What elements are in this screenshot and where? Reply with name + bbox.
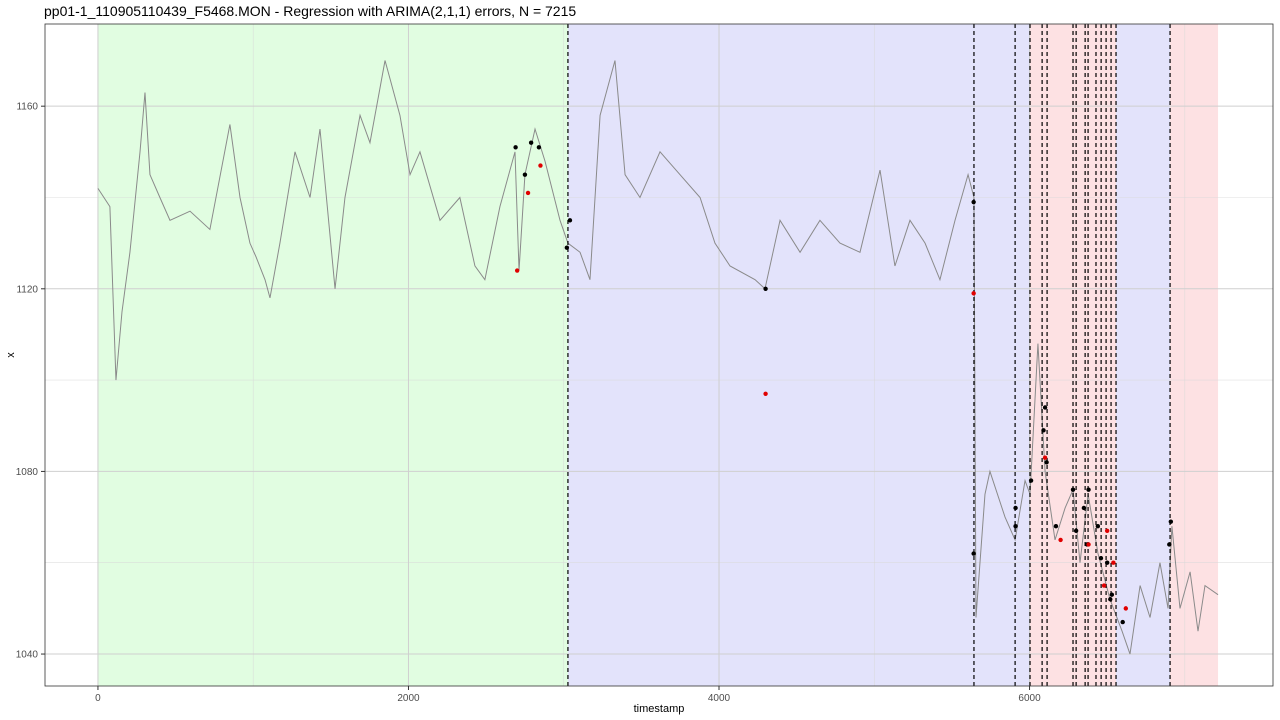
point [1104,528,1110,533]
region [1116,24,1171,686]
y-tick-label: 1120 [16,284,38,295]
point [763,286,768,291]
chart-title: pp01-1_110905110439_F5468.MON - Regressi… [44,3,576,19]
y-tick-label: 1080 [16,467,39,478]
point [1041,428,1046,433]
point [536,145,542,150]
point [971,551,976,556]
x-tick-label: 2000 [397,693,420,704]
point [971,291,976,296]
point [1028,478,1034,483]
point [1101,583,1107,588]
point [1073,528,1079,533]
y-tick-label: 1160 [16,102,38,113]
point [1013,505,1018,511]
y-axis-label: x [5,352,17,358]
point [525,190,531,196]
point [1111,560,1116,565]
point [1168,519,1174,524]
point [1086,542,1091,547]
point [528,140,534,145]
point [513,145,518,150]
point [1095,524,1101,529]
point [1081,505,1087,511]
point [1042,405,1048,410]
point [1098,555,1104,561]
point [1053,524,1059,529]
point [1070,487,1076,492]
point [1042,455,1048,460]
region [1170,24,1219,686]
x-axis-label: timestamp [634,703,685,715]
region [567,24,1031,686]
x-tick-label: 0 [95,693,101,704]
point [1104,560,1110,565]
point [763,391,768,397]
point [514,268,520,273]
point [1044,460,1049,465]
panel-border [44,23,1274,687]
x-tick-label: 4000 [708,693,731,704]
point [1167,542,1172,547]
point [564,245,570,250]
point [1013,524,1018,529]
point [1120,619,1125,625]
y-tick-label: 1040 [16,650,39,661]
point [1058,537,1063,543]
point [1109,592,1115,597]
point [1123,606,1129,611]
x-tick-label: 6000 [1018,693,1041,704]
point [567,218,573,223]
point [522,172,528,177]
region [97,24,568,686]
point [538,163,543,168]
point [971,199,976,205]
point [1108,597,1113,602]
point [1086,487,1091,492]
